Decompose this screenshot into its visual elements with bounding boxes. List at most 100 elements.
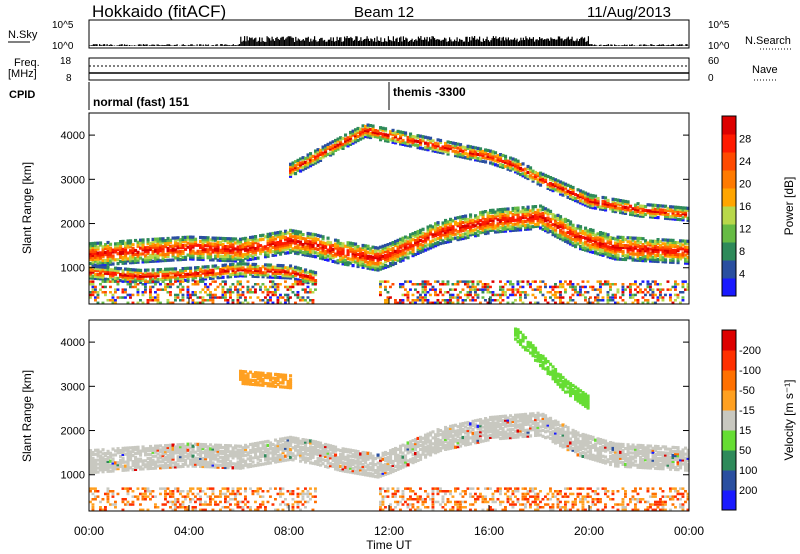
range-cell (89, 461, 93, 465)
range-cell (241, 245, 245, 249)
clutter-cell (99, 283, 102, 286)
range-cell (549, 223, 553, 227)
range-cell (419, 232, 423, 236)
range-cell (504, 160, 508, 164)
range-cell (231, 257, 235, 261)
range-cell (89, 457, 93, 461)
nsky-bar (425, 39, 427, 46)
range-cell (609, 236, 613, 240)
range-cell (649, 211, 653, 215)
clutter-cell (621, 291, 625, 294)
clutter-cell (554, 296, 557, 299)
clutter-cell (539, 291, 542, 294)
nsky-bar (495, 36, 497, 46)
range-cell (294, 241, 298, 245)
range-cell (586, 194, 590, 198)
clutter-cell (584, 291, 587, 294)
clutter-cell (304, 291, 307, 294)
range-cell (661, 208, 665, 212)
range-cell (309, 269, 313, 273)
clutter-cell (389, 296, 392, 299)
range-cell (496, 210, 500, 214)
clutter-cell (114, 291, 117, 294)
clutter-cell (634, 299, 637, 302)
nsky-bar (525, 36, 527, 46)
range-cell (464, 152, 468, 156)
nsky-bar (646, 45, 648, 46)
range-cell (489, 149, 493, 153)
range-cell (571, 233, 575, 237)
range-cell (349, 257, 353, 261)
range-cell (256, 270, 260, 275)
range-cell (556, 187, 560, 191)
clutter-cell (636, 291, 640, 294)
range-cell (179, 269, 183, 273)
range-cell (381, 246, 385, 250)
clutter-cell (619, 296, 622, 299)
range-cell (114, 465, 118, 469)
range-cell (531, 221, 535, 225)
range-cell (614, 253, 618, 257)
range-cell (221, 242, 225, 247)
range-cell (319, 250, 323, 254)
clutter-cell (154, 291, 157, 294)
clutter-cell (401, 299, 405, 302)
range-cell (239, 241, 243, 245)
range-cell (356, 258, 360, 263)
range-cell (126, 464, 130, 468)
range-cell (451, 225, 455, 229)
range-cell (246, 238, 250, 242)
range-cell (601, 199, 605, 204)
range-cell (366, 266, 370, 270)
range-cell (106, 271, 110, 276)
clutter-cell (286, 299, 290, 302)
clutter-cell (451, 301, 455, 305)
range-cell (359, 263, 363, 267)
range-cell (654, 257, 658, 261)
range-cell (659, 204, 663, 208)
nsky-bar (346, 36, 348, 46)
clutter-cell (584, 285, 587, 289)
range-cell (574, 243, 578, 247)
range-cell (376, 248, 380, 252)
range-cell (516, 214, 520, 218)
range-cell (504, 225, 508, 229)
nsky-bar (324, 39, 326, 46)
range-cell (481, 212, 485, 216)
range-cell (331, 247, 335, 251)
clutter-cell (416, 283, 420, 286)
nsky-bar (134, 45, 136, 46)
nsky-bar (376, 36, 378, 46)
range-cell (191, 276, 195, 280)
range-cell (289, 244, 293, 248)
clutter-cell (661, 296, 665, 299)
range-cell (461, 215, 465, 219)
clutter-cell (109, 285, 112, 289)
nsky-bar (442, 39, 444, 46)
range-cell (204, 244, 208, 248)
range-cell (279, 271, 283, 276)
range-cell (381, 250, 385, 254)
clutter-cell (669, 299, 672, 302)
range-cell (426, 146, 430, 150)
range-cell (644, 208, 648, 213)
clutter-cell (121, 280, 125, 283)
range-cell (159, 241, 163, 245)
range-cell (211, 272, 215, 276)
range-cell (639, 236, 643, 241)
range-cell (271, 253, 275, 257)
range-cell (529, 209, 533, 213)
range-cell (439, 235, 443, 240)
range-cell (384, 129, 388, 133)
range-cell (121, 452, 125, 456)
range-cell (96, 273, 100, 277)
range-cell (409, 235, 413, 239)
clutter-cell (454, 288, 457, 291)
range-cell (564, 184, 568, 188)
clutter-cell (254, 291, 257, 294)
range-cell (431, 233, 435, 237)
range-cell (211, 276, 215, 280)
range-cell (601, 249, 605, 253)
range-cell (274, 247, 278, 251)
clutter-cell (136, 293, 140, 297)
